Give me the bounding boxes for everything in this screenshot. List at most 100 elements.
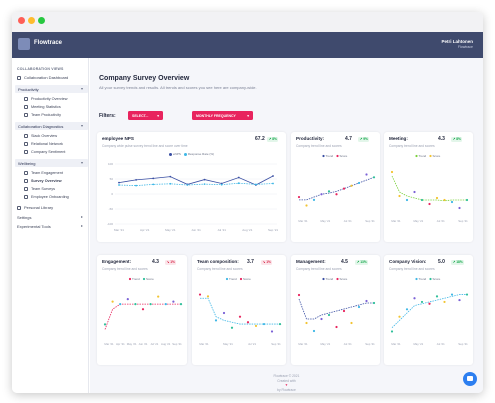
legend-label: Response Rate (%) [187, 152, 215, 156]
maximize-window-button[interactable] [38, 17, 45, 24]
flowtrace-logo-icon[interactable] [18, 38, 30, 50]
sidebar-item-relational-network[interactable]: Relational Network [24, 142, 63, 146]
card-trend-badge: ↗ 9% [358, 136, 370, 142]
card-title: Meeting: [389, 136, 408, 141]
x-tick-label: Mar '21 [298, 342, 308, 346]
management-chart: Trend Score Mar '21 May '21 Jul '21 Sep '21 [297, 277, 376, 346]
legend-dot [183, 152, 187, 156]
score-point [342, 309, 346, 313]
score-point [443, 198, 446, 202]
select-filter-dropdown[interactable]: SELECT... ▾ [128, 111, 163, 120]
sidebar-item-company-sentiment[interactable]: Company Sentiment [24, 150, 65, 154]
card-score: 4.5 [341, 259, 348, 265]
score-point [372, 301, 376, 305]
chat-icon [467, 376, 473, 381]
x-tick-label: Sep '21 [458, 342, 468, 346]
frequency-filter-dropdown[interactable]: MONTHLY FREQUENCY ▾ [192, 111, 253, 120]
sidebar: COLLABORATION VIEWS Collaboration Dashbo… [12, 58, 89, 393]
sidebar-item-label: Survey Overview [31, 179, 62, 183]
team-composition-card[interactable]: Team composition: 3.7 ↘ 1% Company trend… [192, 255, 286, 365]
x-tick-label: Mar '21 [199, 342, 209, 346]
onboarding-icon [24, 195, 28, 199]
sidebar-item-label: Experimental Tools [17, 224, 51, 229]
x-tick-label: Apr '21 [140, 228, 150, 232]
trend-line [298, 298, 374, 320]
chevron-down-icon: ▾ [81, 86, 84, 91]
sidebar-heading: COLLABORATION VIEWS [17, 67, 64, 71]
management-card[interactable]: Management: 4.5 ↗ 13% Company trend line… [291, 255, 380, 365]
sidebar-item-survey-overview[interactable]: Survey Overview [24, 179, 62, 183]
data-point [237, 182, 240, 185]
user-name[interactable]: Petri Lahtonen [441, 39, 473, 44]
sidebar-item-team-surveys[interactable]: Team Surveys [24, 187, 55, 191]
data-point [254, 183, 257, 186]
engagement-chart: Trend Score Mar '21 Apr '21 May '21 Jun '21 Ju… [103, 277, 183, 346]
card-title: Productivity: [296, 136, 325, 141]
data-point [135, 179, 138, 181]
sidebar-item-label: Team Productivity [31, 113, 61, 117]
legend-label: Trend [132, 277, 140, 281]
trend-line [200, 297, 280, 325]
sidebar-item-team-productivity[interactable]: Team Productivity [24, 113, 61, 117]
sidebar-item-experimental[interactable]: Experimental Tools [17, 224, 51, 229]
sidebar-item-personal-library[interactable]: Personal Library [17, 205, 53, 210]
chat-support-button[interactable] [463, 372, 477, 386]
sidebar-item-productivity-overview[interactable]: Productivity Overview [24, 97, 68, 101]
sidebar-group-productivity[interactable] [15, 85, 88, 93]
score-point [164, 303, 167, 306]
score-point [398, 315, 401, 318]
chart-legend: Trend Score [322, 277, 348, 281]
x-tick-label: Mar '21 [298, 219, 308, 223]
score-point [405, 308, 409, 311]
score-point [157, 295, 160, 298]
score-point [134, 303, 137, 306]
score-point [342, 187, 346, 190]
x-tick-label: Aug '21 [242, 228, 252, 232]
trend-value: 1% [170, 260, 175, 264]
sidebar-group-collaboration[interactable] [15, 122, 88, 130]
meeting-card[interactable]: Meeting: 4.3 ↗ 8% Company trend line and… [384, 132, 473, 242]
engagement-card[interactable]: Engagement: 4.3 ↘ 1% Company trend line … [97, 255, 187, 365]
company-vision-chart: Trend Score Mar '21 May '21 Jul '21 Sep '21 [390, 277, 468, 346]
sidebar-item-slack-overview[interactable]: Slack Overview [24, 134, 57, 138]
data-point [220, 183, 223, 186]
x-tick-label: May '21 [165, 228, 176, 232]
sidebar-group-wellbeing[interactable] [15, 159, 88, 167]
sidebar-item-label: Meeting Statistics [31, 105, 61, 109]
card-score: 67.2 [255, 136, 265, 142]
app-logo-text[interactable]: Flowtrace [34, 40, 63, 46]
trend-line [391, 175, 467, 202]
sidebar-item-dashboard[interactable]: Collaboration Dashboard [17, 75, 68, 80]
close-window-button[interactable] [18, 17, 25, 24]
enps-card[interactable]: employee NPS 67.2 ↗ 8% Company wide puls… [97, 132, 286, 242]
score-point [450, 293, 454, 296]
sidebar-item-employee-onboarding[interactable]: Employee Onboarding [24, 195, 69, 199]
score-point [443, 300, 446, 304]
card-trend-badge: ↗ 13% [355, 259, 369, 265]
sidebar-item-team-engagement[interactable]: Team Engagement [24, 171, 63, 175]
card-subtitle: Company trend line and scores [389, 144, 435, 148]
x-tick-label: Jun '21 [191, 228, 201, 232]
legend-dot [128, 277, 132, 281]
productivity-card[interactable]: Productivity: 4.7 ↗ 9% Company trend lin… [291, 132, 380, 242]
score-point [179, 303, 183, 306]
score-point [172, 300, 175, 303]
score-point [254, 324, 258, 328]
minimize-window-button[interactable] [28, 17, 35, 24]
sidebar-item-meeting-statistics[interactable]: Meeting Statistics [24, 105, 61, 109]
engagement-icon [24, 171, 28, 175]
x-tick-label: Jun '21 [139, 342, 148, 346]
window-titlebar [12, 12, 483, 32]
sidebar-item-settings[interactable]: Settings [17, 215, 31, 220]
score-point [305, 321, 308, 325]
trend-value: 13% [360, 260, 367, 264]
score-point [278, 322, 282, 326]
data-point [169, 182, 172, 185]
score-point [372, 176, 376, 179]
company-vision-card[interactable]: Company Vision: 5.0 ↗ 18% Company trend … [384, 255, 473, 365]
main-content: Company Survey Overview All your survey … [90, 58, 483, 393]
card-score: 4.7 [345, 136, 352, 142]
score-point [428, 302, 431, 305]
score-point [119, 303, 122, 306]
